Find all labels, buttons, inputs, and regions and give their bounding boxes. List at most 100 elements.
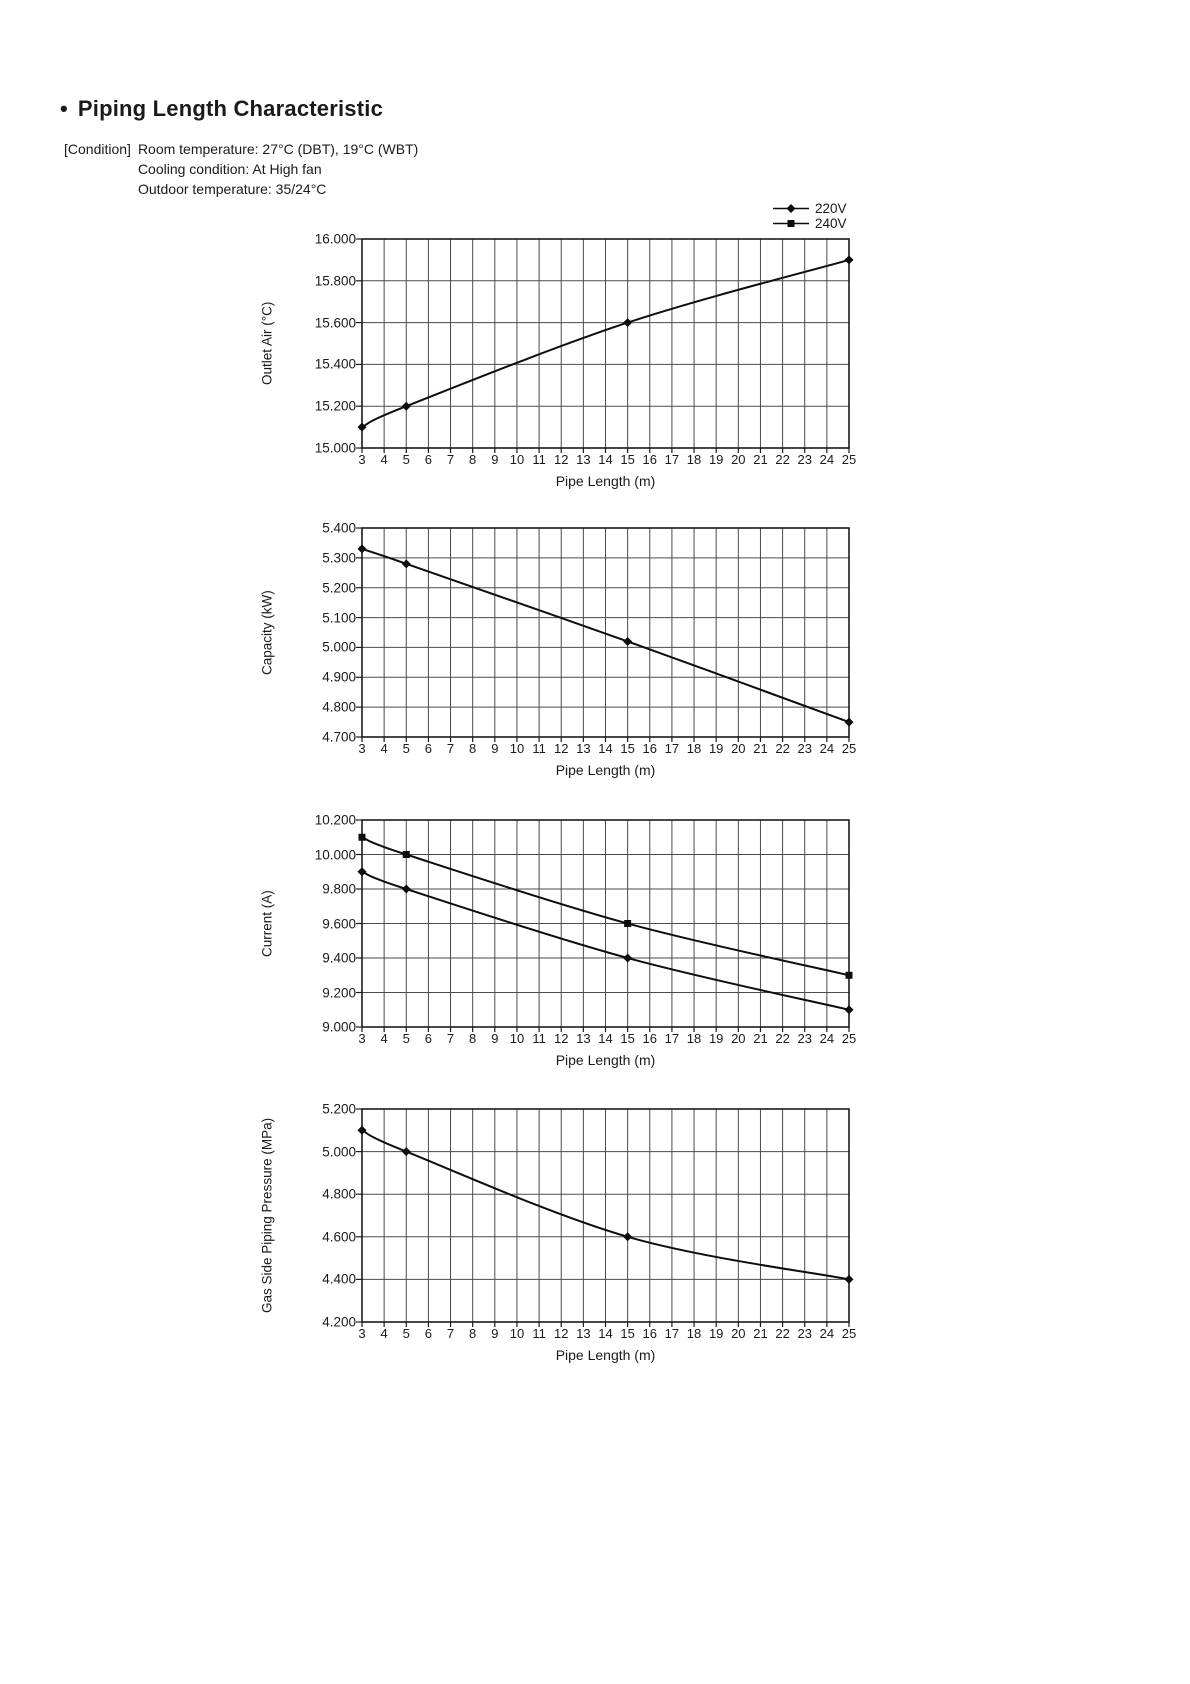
y-tick-label: 15.600 — [314, 315, 356, 331]
x-tick-label: 16 — [642, 1031, 657, 1046]
diamond-marker-icon — [844, 1005, 854, 1015]
y-tick-label: 5.400 — [322, 520, 356, 536]
x-tick-label: 5 — [402, 1326, 410, 1341]
chart-gas-pressure: Gas Side Piping Pressure (MPa) 4.200 4.40… — [0, 1102, 1190, 1364]
square-marker-icon — [358, 833, 366, 841]
x-tick-label: 7 — [446, 741, 455, 756]
x-tick-label: 8 — [469, 1326, 477, 1341]
y-tick-label: 4.800 — [322, 1186, 356, 1202]
x-tick-label: 16 — [642, 1326, 657, 1341]
square-marker-icon — [845, 971, 853, 979]
y-axis-tick-labels: 9.000 9.200 9.400 9.600 9.800 10.000 10.200 — [0, 813, 356, 1035]
plot-border — [361, 238, 850, 449]
x-tick-label: 11 — [532, 452, 546, 467]
y-tick-label: 9.200 — [322, 985, 356, 1000]
x-tick-label: 5 — [402, 452, 410, 467]
diamond-marker-icon — [623, 1232, 633, 1242]
x-tick-label: 22 — [775, 1326, 790, 1341]
y-tick-label: 16.000 — [314, 231, 356, 247]
x-tick-label: 19 — [708, 1326, 724, 1341]
x-tick-label: 15 — [620, 741, 635, 756]
condition-line: Outdoor temperature: 35/24°C — [137, 181, 327, 197]
diamond-marker-icon — [357, 867, 367, 877]
x-tick-label: 25 — [841, 741, 857, 756]
diamond-marker-icon — [401, 401, 411, 411]
y-tick-label: 9.000 — [322, 1019, 356, 1035]
x-tick-label: 23 — [797, 1031, 812, 1046]
x-tick-label: 14 — [598, 452, 613, 467]
x-tick-label: 22 — [775, 741, 790, 756]
diamond-marker-icon — [357, 544, 367, 554]
y-tick-label: 4.600 — [322, 1229, 356, 1245]
x-tick-label: 7 — [446, 452, 455, 467]
y-tick-label: 15.400 — [314, 356, 356, 372]
x-tick-label: 11 — [532, 1031, 546, 1046]
y-tick-label: 10.000 — [314, 847, 356, 862]
y-tick-label: 15.000 — [314, 440, 356, 456]
x-tick-label: 3 — [358, 1326, 366, 1341]
y-tick-label: 5.300 — [322, 550, 356, 566]
y-tick-label: 9.400 — [322, 950, 356, 966]
x-tick-label: 9 — [491, 1031, 499, 1046]
x-tick-label: 10 — [509, 741, 525, 756]
x-tick-label: 5 — [402, 741, 410, 756]
plot-area — [356, 1108, 854, 1327]
y-tick-label: 15.200 — [314, 398, 356, 414]
series-line-220V — [361, 547, 850, 724]
square-marker-icon — [624, 920, 632, 927]
y-tick-label: 5.000 — [322, 639, 356, 655]
y-tick-label: 5.000 — [322, 1144, 356, 1160]
x-tick-label: 14 — [598, 741, 613, 756]
chart-canvas — [356, 1108, 854, 1327]
page-title: • Piping Length Characteristic — [60, 96, 383, 122]
x-axis-title: Pipe Length (m) — [555, 473, 656, 489]
x-tick-label: 12 — [553, 1031, 569, 1046]
x-tick-label: 25 — [841, 1326, 857, 1341]
y-tick-label: 5.100 — [322, 610, 356, 626]
series-line-240V — [361, 836, 850, 977]
square-marker-icon — [772, 218, 810, 229]
x-axis-title: Pipe Length (m) — [555, 1347, 656, 1363]
x-tick-label: 17 — [664, 452, 680, 467]
x-tick-label: 10 — [509, 1326, 525, 1341]
x-tick-label: 21 — [753, 1326, 768, 1341]
series-line-220V — [361, 258, 850, 429]
chart-canvas — [356, 819, 854, 1032]
chart-outlet-air: Outlet Air (°C) 15.000 15.200 15.400 15.600… — [0, 232, 1190, 490]
x-tick-label: 20 — [731, 452, 746, 467]
y-axis-tick-labels: 15.000 15.200 15.400 15.600 15.800 16.000 — [0, 232, 356, 456]
x-tick-label: 18 — [686, 452, 702, 467]
chart-capacity: Capacity (kW) 4.700 4.800 4.900 5.000 5.100 5… — [0, 521, 1190, 779]
chart-canvas — [356, 527, 854, 742]
diamond-marker-icon — [623, 636, 633, 646]
page-title-text: Piping Length Characteristic — [77, 96, 383, 121]
legend-label: 220V — [815, 201, 847, 216]
diamond-marker-icon — [623, 318, 633, 328]
x-tick-label: 14 — [598, 1326, 613, 1341]
x-tick-label: 3 — [358, 452, 366, 467]
x-tick-label: 24 — [819, 1031, 835, 1046]
diamond-marker-icon — [844, 1274, 854, 1284]
x-tick-label: 3 — [358, 1031, 366, 1046]
x-tick-label: 3 — [358, 741, 366, 756]
x-tick-label: 14 — [598, 1031, 613, 1046]
x-tick-label: 24 — [819, 1326, 835, 1341]
x-tick-label: 17 — [664, 741, 680, 756]
diamond-marker-icon — [844, 255, 854, 265]
x-tick-label: 17 — [664, 1326, 680, 1341]
x-tick-label: 10 — [509, 452, 525, 467]
y-tick-label: 4.900 — [322, 669, 356, 685]
diamond-marker-icon — [357, 1125, 367, 1135]
x-axis-title: Pipe Length (m) — [555, 762, 656, 778]
x-tick-label: 12 — [553, 452, 569, 467]
diamond-marker-icon — [357, 422, 367, 432]
x-axis-title: Pipe Length (m) — [555, 1052, 656, 1068]
series-line-220V — [361, 870, 850, 1011]
condition-prefix: [Condition] — [64, 141, 131, 157]
x-tick-label: 8 — [469, 741, 477, 756]
x-tick-label: 7 — [446, 1031, 455, 1046]
x-tick-label: 18 — [686, 741, 702, 756]
x-axis-tick-labels: 3 4 5 6 7 8 9 10 11 12 13 14 15 16 17 18 19 20 21 22 23 24 25 — [358, 737, 856, 757]
x-tick-label: 18 — [686, 1326, 702, 1341]
x-tick-label: 13 — [576, 741, 591, 756]
